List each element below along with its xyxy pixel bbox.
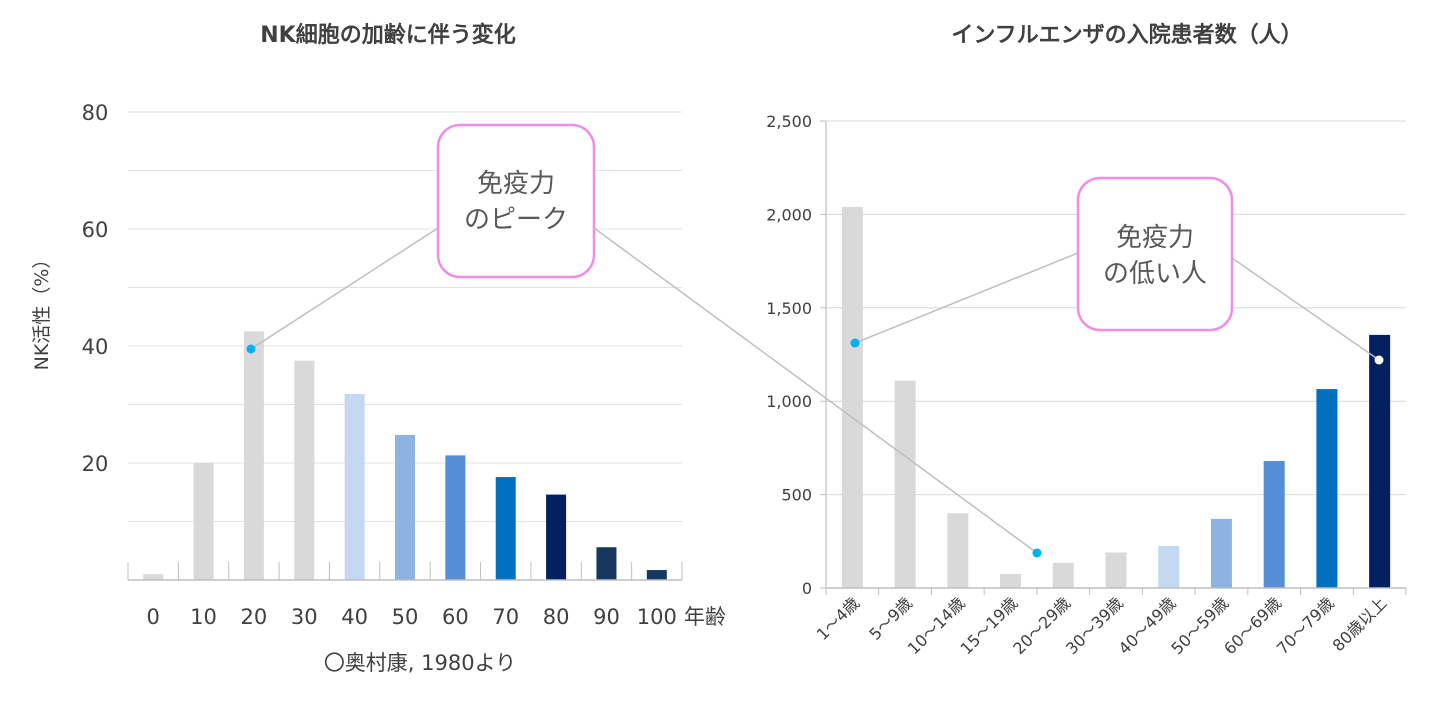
- nk-x-tick-label: 90: [593, 605, 620, 629]
- flu-bar-7: [1210, 518, 1232, 588]
- nk-y-tick-labels: 20 40 60 80: [82, 101, 109, 476]
- low-connector-right: [1231, 257, 1380, 361]
- peak-connector-left: [250, 227, 439, 350]
- flu-bar-1: [894, 380, 916, 588]
- nk-bar-40: [344, 393, 365, 580]
- flu-y-tick-label: 0: [802, 579, 812, 598]
- flu-x-tick-labels: 1～4歳 5～9歳10～14歳15～19歳20～29歳30～39歳40～49歳50…: [813, 593, 1391, 658]
- flu-bar-2: [947, 513, 969, 588]
- callout-connectors: [246, 227, 1384, 558]
- callout-box: [1076, 176, 1234, 332]
- flu-x-tick-label: 70～79歳: [1273, 593, 1338, 658]
- nk-x-tick-label: 100: [637, 605, 677, 629]
- flu-bar-3: [1000, 573, 1022, 588]
- flu-bar-0: [841, 206, 863, 589]
- flu-x-tick-label: 80歳以上: [1329, 593, 1391, 655]
- flu-y-tick-label: 2,000: [766, 205, 812, 224]
- nk-x-tick-label: 80: [543, 605, 570, 629]
- flu-bar-10: [1369, 334, 1391, 588]
- flu-y-tick-labels: 0 500 1,000 1,500 2,000 2,500: [766, 112, 812, 598]
- peak-marker-nk: [246, 344, 256, 354]
- nk-x-tick-label: 50: [392, 605, 419, 629]
- nk-bar-50: [395, 434, 415, 580]
- flu-y-tick-label: 2,500: [766, 112, 812, 131]
- flu-y-tick-label: 1,000: [766, 392, 812, 411]
- nk-x-tick-label: 60: [442, 605, 469, 629]
- callout-text-line2: の低い人: [1103, 259, 1207, 289]
- nk-chart-title: NK細胞の加齢に伴う変化: [260, 22, 515, 48]
- nk-x-tick-label: 0: [146, 605, 159, 629]
- nk-y-tick-label: 60: [82, 218, 109, 242]
- peak-connector-right: [593, 227, 1038, 554]
- flu-x-axis: [820, 120, 1407, 595]
- flu-bar-9: [1316, 389, 1338, 588]
- nk-bar-20: [243, 331, 264, 580]
- nk-x-axis: [127, 562, 683, 581]
- callout-box: [436, 123, 596, 279]
- nk-x-axis-label: 年齢: [684, 605, 726, 629]
- callout-low-immunity: 免疫力 の低い人: [1076, 176, 1234, 332]
- flu-bars: [841, 206, 1391, 589]
- low-marker-elderly: [1374, 355, 1384, 365]
- nk-bar-10: [193, 463, 214, 580]
- peak-marker-flu: [1032, 548, 1042, 558]
- nk-bar-60: [445, 455, 466, 580]
- flu-bar-6: [1158, 545, 1180, 588]
- nk-bar-0: [143, 574, 164, 580]
- nk-bar-30: [294, 360, 315, 580]
- flu-x-tick-label: 5～9歳: [865, 593, 915, 643]
- callout-text-line2: のピーク: [464, 205, 568, 235]
- nk-source-note: 〇奥村康, 1980より: [324, 651, 516, 675]
- nk-gridlines: [128, 111, 682, 522]
- nk-bars: [143, 331, 667, 580]
- nk-x-tick-label: 20: [241, 605, 268, 629]
- nk-y-axis-label: NK活性（%）: [31, 250, 53, 371]
- nk-bar-80: [546, 494, 567, 580]
- nk-bar-70: [495, 477, 516, 580]
- nk-y-tick-label: 20: [82, 452, 109, 476]
- nk-x-tick-label: 30: [291, 605, 318, 629]
- flu-bar-5: [1105, 552, 1127, 588]
- flu-y-tick-label: 1,500: [766, 299, 812, 318]
- nk-bar-100: [646, 570, 667, 580]
- callout-text-line1: 免疫力: [477, 169, 555, 199]
- flu-y-tick-label: 500: [781, 486, 812, 505]
- nk-x-tick-label: 10: [190, 605, 217, 629]
- callout-text-line1: 免疫力: [1116, 223, 1194, 253]
- nk-y-tick-label: 40: [82, 335, 109, 359]
- callout-immunity-peak: 免疫力 のピーク: [436, 123, 596, 279]
- nk-bar-90: [596, 547, 617, 580]
- flu-bar-8: [1263, 460, 1285, 588]
- nk-x-tick-label: 40: [341, 605, 368, 629]
- nk-x-tick-label: 70: [492, 605, 519, 629]
- flu-chart-title: インフルエンザの入院患者数（人）: [951, 22, 1302, 48]
- flu-bar-4: [1052, 562, 1074, 588]
- nk-x-tick-labels: 0 10 20 30 40 50 60 70 80 90 100: [146, 605, 676, 629]
- low-connector-left: [854, 252, 1079, 344]
- nk-y-tick-label: 80: [82, 101, 109, 125]
- low-marker-young: [850, 338, 860, 348]
- nk-chart: NK細胞の加齢に伴う変化 20 40 60 80 NK活性（%） 0 10 20 30 40 5…: [31, 22, 726, 675]
- flu-x-tick-label: 1～4歳: [813, 593, 863, 643]
